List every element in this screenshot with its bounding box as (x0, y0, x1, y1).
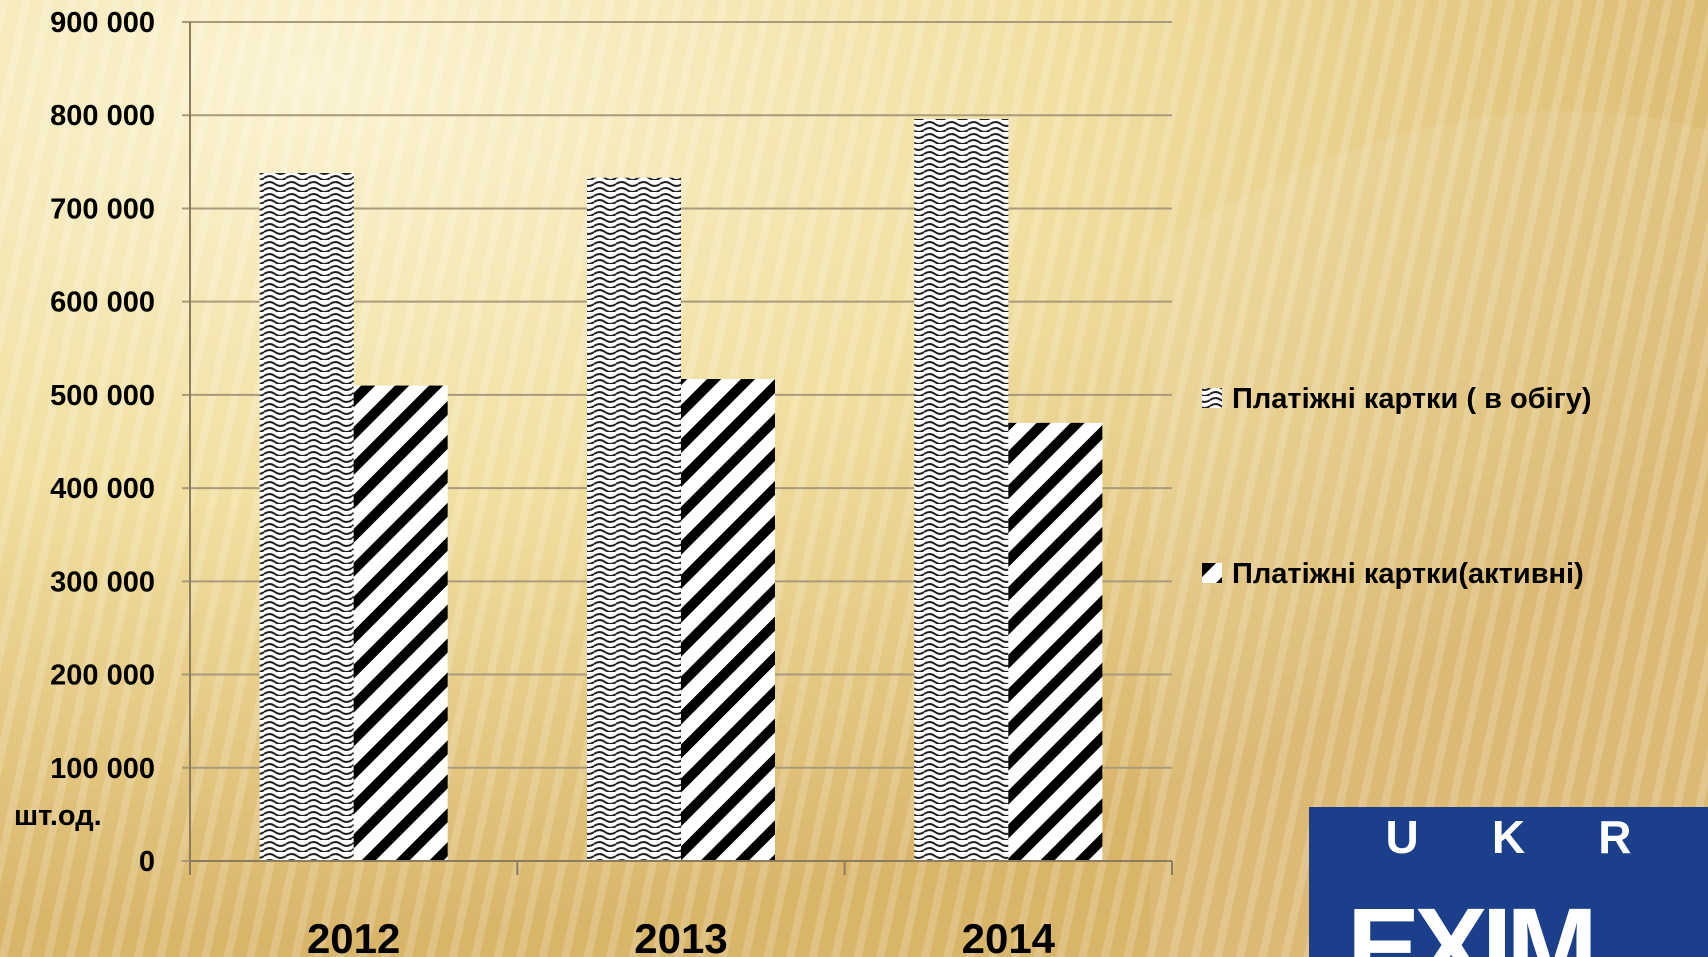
y-unit-label: шт.од. (14, 800, 102, 832)
logo-letter: R (1598, 811, 1632, 863)
bars (259, 118, 1103, 862)
bar (1008, 422, 1103, 861)
logo-letter: U (1385, 811, 1419, 863)
bar (914, 118, 1009, 861)
y-tick-label: 100 000 (50, 753, 155, 785)
legend-swatch (1202, 563, 1222, 583)
y-tick-label: 400 000 (50, 473, 155, 505)
legend-swatch (1202, 388, 1222, 408)
y-tick-labels: 0 100 000 200 000 300 000 400 000 500 000 600 … (50, 7, 155, 878)
axes (189, 22, 1173, 875)
x-tick-labels: 2012 2013 2014 (307, 915, 1056, 957)
legend-label: Платіжні картки ( в обігу) (1232, 383, 1592, 415)
bar (259, 173, 354, 861)
y-tick-label: 0 (139, 846, 155, 878)
legend-label: Платіжні картки(активні) (1232, 558, 1584, 590)
logo-letter: K (1491, 811, 1526, 863)
y-tick-label: 200 000 (50, 660, 155, 692)
logo-mark: EXIM (1309, 869, 1708, 957)
x-tick-label: 2012 (307, 915, 400, 957)
bar (587, 177, 681, 862)
y-tick-label: 800 000 (50, 100, 155, 132)
logo-letters: U K R (1309, 807, 1708, 867)
x-tick-label: 2013 (634, 915, 727, 957)
bar (353, 385, 448, 861)
y-tick-label: 900 000 (50, 7, 155, 39)
y-tick-label: 700 000 (50, 193, 155, 225)
bar (681, 379, 775, 861)
x-tick-label: 2014 (962, 915, 1056, 957)
y-tick-label: 600 000 (50, 287, 155, 319)
legend: Платіжні картки ( в обігу) Платіжні картк… (1202, 383, 1592, 590)
y-tick-label: 300 000 (50, 566, 155, 598)
logo-mark-text: EXIM (1347, 886, 1598, 957)
y-tick-label: 500 000 (50, 380, 155, 412)
ukreximbank-logo: U K R EXIM (1309, 807, 1708, 957)
